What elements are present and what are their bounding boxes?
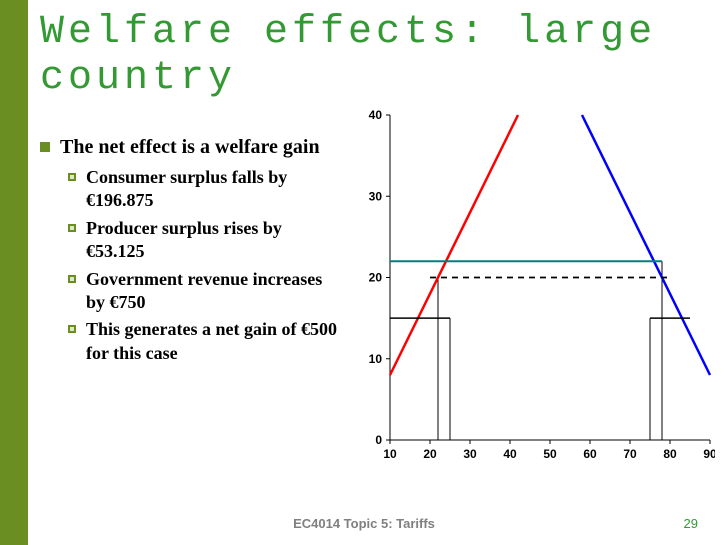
svg-text:70: 70	[623, 447, 637, 461]
welfare-chart: 010203040102030405060708090	[355, 110, 715, 470]
sub-bullet-text: Government revenue increases by €750	[86, 268, 340, 315]
svg-text:10: 10	[369, 352, 383, 366]
svg-text:80: 80	[663, 447, 677, 461]
sub-bullet: Producer surplus rises by €53.125	[68, 217, 340, 264]
svg-text:90: 90	[703, 447, 715, 461]
bullet-square-icon	[68, 275, 76, 283]
footer-text: EC4014 Topic 5: Tariffs	[0, 516, 728, 531]
svg-text:50: 50	[543, 447, 557, 461]
sub-bullet: This generates a net gain of €500 for th…	[68, 318, 340, 365]
page-number: 29	[684, 516, 698, 531]
accent-sidebar	[0, 0, 28, 545]
svg-text:30: 30	[369, 189, 383, 203]
bullet-square-icon	[40, 142, 50, 152]
main-bullet: The net effect is a welfare gain	[40, 135, 340, 160]
sub-bullet-text: Consumer surplus falls by €196.875	[86, 166, 340, 213]
sub-bullet: Consumer surplus falls by €196.875	[68, 166, 340, 213]
sub-bullet-text: Producer surplus rises by €53.125	[86, 217, 340, 264]
sub-bullet: Government revenue increases by €750	[68, 268, 340, 315]
slide-title: Welfare effects: large country	[40, 10, 680, 102]
main-bullet-text: The net effect is a welfare gain	[60, 135, 320, 160]
svg-text:10: 10	[383, 447, 397, 461]
svg-text:20: 20	[423, 447, 437, 461]
bullet-square-icon	[68, 173, 76, 181]
sub-bullet-text: This generates a net gain of €500 for th…	[86, 318, 340, 365]
svg-text:40: 40	[369, 110, 383, 122]
svg-text:20: 20	[369, 271, 383, 285]
bullet-square-icon	[68, 224, 76, 232]
bullet-content: The net effect is a welfare gain Consume…	[40, 135, 340, 369]
svg-text:40: 40	[503, 447, 517, 461]
svg-text:60: 60	[583, 447, 597, 461]
svg-text:0: 0	[375, 433, 382, 447]
svg-text:30: 30	[463, 447, 477, 461]
bullet-square-icon	[68, 325, 76, 333]
